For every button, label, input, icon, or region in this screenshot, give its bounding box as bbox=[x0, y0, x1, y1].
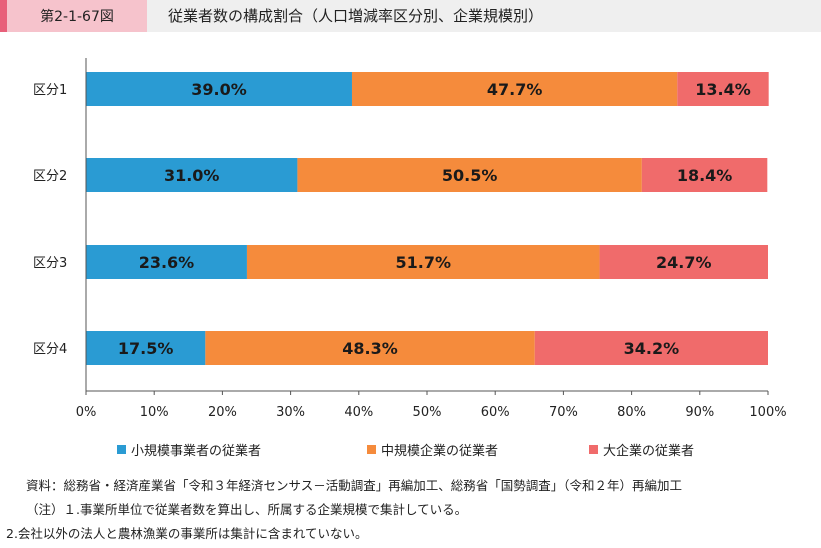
bar-segment bbox=[534, 331, 768, 365]
bar-segment bbox=[205, 331, 535, 365]
category-label: 区分3 bbox=[33, 256, 67, 271]
x-tick-label: 20% bbox=[208, 405, 237, 420]
legend-item-small: 小規模事業者の従業者 bbox=[117, 440, 261, 459]
bar-value-label: 13.4% bbox=[695, 80, 751, 99]
chart-notes: 資料：総務省・経済産業省「令和３年経済センサス－活動調査」再編加工、総務省「国勢… bbox=[6, 474, 816, 546]
bar-value-label: 51.7% bbox=[395, 253, 451, 272]
figure-title: 従業者数の構成割合（人口増減率区分別、企業規模別） bbox=[168, 7, 544, 25]
legend-item-medium: 中規模企業の従業者 bbox=[367, 440, 498, 459]
note-1: （注）１.事業所単位で従業者数を算出し、所属する企業規模で集計している。 bbox=[26, 502, 468, 517]
bar-segment bbox=[641, 158, 768, 192]
bar-value-label: 18.4% bbox=[677, 166, 733, 185]
figure-label: 第2-1-67図 bbox=[7, 0, 147, 32]
x-tick-label: 30% bbox=[276, 405, 305, 420]
bar-value-label: 23.6% bbox=[139, 253, 195, 272]
bar-segment bbox=[351, 72, 678, 106]
bar-segment bbox=[86, 72, 352, 106]
legend-swatch-medium bbox=[367, 445, 376, 454]
x-tick-label: 40% bbox=[344, 405, 373, 420]
bar-segment bbox=[86, 331, 206, 365]
legend-swatch-small bbox=[117, 445, 126, 454]
category-label: 区分2 bbox=[33, 169, 67, 184]
bar-value-label: 34.2% bbox=[624, 339, 680, 358]
header-accent-bar bbox=[0, 0, 7, 32]
bar-segment bbox=[297, 158, 642, 192]
x-tick-label: 70% bbox=[549, 405, 578, 420]
note-2: 2.会社以外の法人と農林漁業の事業所は集計に含まれていない。 bbox=[6, 526, 368, 541]
figure-header: 第2-1-67図 従業者数の構成割合（人口増減率区分別、企業規模別） bbox=[0, 0, 821, 32]
x-tick-label: 90% bbox=[685, 405, 714, 420]
bar-segment bbox=[599, 245, 768, 279]
legend-swatch-large bbox=[589, 445, 598, 454]
bar-segment bbox=[246, 245, 600, 279]
chart-legend: 小規模事業者の従業者 中規模企業の従業者 大企業の従業者 bbox=[0, 440, 821, 460]
bar-segment bbox=[86, 158, 298, 192]
bar-value-label: 39.0% bbox=[191, 80, 247, 99]
bar-value-label: 48.3% bbox=[342, 339, 398, 358]
bar-value-label: 50.5% bbox=[442, 166, 498, 185]
bar-segment bbox=[86, 245, 247, 279]
x-tick-label: 100% bbox=[749, 405, 786, 420]
x-tick-label: 50% bbox=[413, 405, 442, 420]
bar-value-label: 47.7% bbox=[487, 80, 543, 99]
bar-value-label: 17.5% bbox=[118, 339, 174, 358]
bar-value-label: 31.0% bbox=[164, 166, 220, 185]
x-tick-label: 60% bbox=[481, 405, 510, 420]
legend-label-small: 小規模事業者の従業者 bbox=[131, 444, 262, 459]
legend-label-medium: 中規模企業の従業者 bbox=[381, 444, 499, 459]
bar-value-label: 24.7% bbox=[656, 253, 712, 272]
bar-segment bbox=[677, 72, 769, 106]
stacked-bar-chart: 39.0% 47.7% 13.4% 区分1 31.0% 50.5% 18.4% 区分2 23.6… bbox=[33, 58, 787, 420]
x-tick-label: 10% bbox=[140, 405, 169, 420]
x-tick-label: 0% bbox=[76, 405, 97, 420]
category-label: 区分4 bbox=[33, 342, 67, 357]
x-tick-label: 80% bbox=[617, 405, 646, 420]
source-note: 資料：総務省・経済産業省「令和３年経済センサス－活動調査」再編加工、総務省「国勢… bbox=[26, 478, 683, 493]
legend-item-large: 大企業の従業者 bbox=[589, 440, 694, 459]
category-label: 区分1 bbox=[33, 83, 67, 98]
legend-label-large: 大企業の従業者 bbox=[603, 444, 695, 459]
